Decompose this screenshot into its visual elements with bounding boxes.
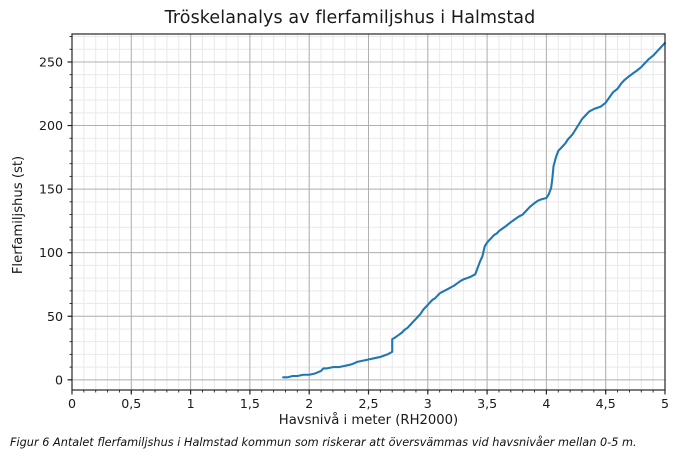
axis-ticks (67, 36, 666, 395)
y-tick-label: 0 (55, 372, 63, 387)
x-tick-label: 1 (187, 396, 195, 411)
major-gridlines (71, 34, 666, 390)
x-tick-label: 3 (424, 396, 432, 411)
x-tick-label: 3,5 (477, 396, 497, 411)
y-tick-label: 250 (39, 54, 63, 69)
x-tick-label: 0 (68, 396, 76, 411)
x-tick-label: 0,5 (121, 396, 141, 411)
x-tick-label: 2 (305, 396, 313, 411)
x-tick-label: 4,5 (596, 396, 616, 411)
data-series-line (282, 41, 667, 379)
y-tick-label: 100 (39, 245, 63, 260)
figure-caption: Figur 6 Antalet flerfamiljshus i Halmsta… (10, 436, 637, 449)
x-tick-label: 1,5 (240, 396, 260, 411)
x-tick-label: 4 (542, 396, 550, 411)
x-tick-label: 2,5 (358, 396, 378, 411)
y-axis-label: Flerfamiljshus (st) (11, 156, 26, 274)
y-tick-label: 200 (39, 118, 63, 133)
x-axis-label: Havsnivå i meter (RH2000) (279, 411, 458, 428)
y-tick-label: 150 (39, 182, 63, 197)
chart-title: Tröskelanalys av flerfamiljshus i Halmst… (164, 8, 536, 28)
y-tick-label: 50 (47, 309, 63, 324)
x-tick-label: 5 (661, 396, 669, 411)
